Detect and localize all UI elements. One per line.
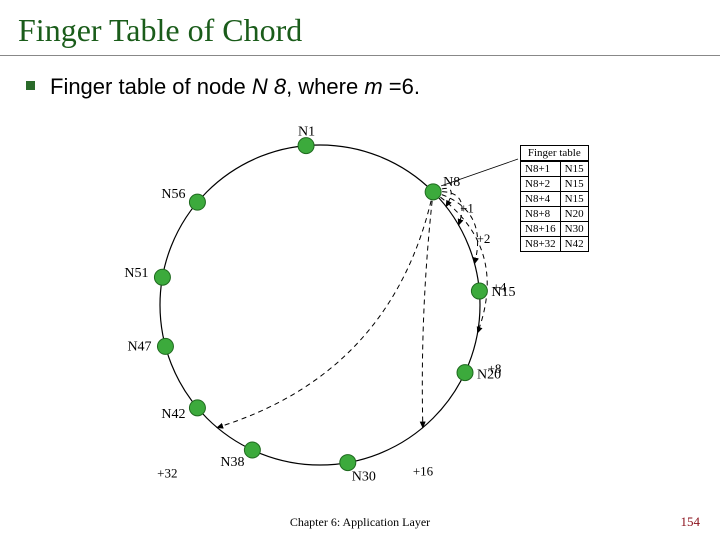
svg-text:N20: N20 <box>477 368 501 383</box>
body-mid: , where <box>286 74 364 99</box>
body-node: N 8 <box>252 74 286 99</box>
page-title: Finger Table of Chord <box>0 0 720 56</box>
svg-text:N30: N30 <box>352 470 376 485</box>
svg-text:N15: N15 <box>491 285 515 300</box>
body-m: m <box>364 74 382 99</box>
svg-text:+2: +2 <box>477 231 491 246</box>
svg-text:N56: N56 <box>161 187 185 202</box>
table-row: N8+2N15 <box>521 177 589 192</box>
page-number: 154 <box>681 514 701 530</box>
table-row: N8+4N15 <box>521 192 589 207</box>
table-row: N8+32N42 <box>521 237 589 252</box>
table-row: N8+1N15 <box>521 162 589 177</box>
finger-table: N8+1N15N8+2N15N8+4N15N8+8N20N8+16N30N8+3… <box>520 161 589 252</box>
body-line: Finger table of node N 8, where m =6. <box>0 56 720 100</box>
finger-table-header: Finger table <box>520 145 589 161</box>
body-suffix: =6. <box>383 74 420 99</box>
chord-diagram: +1+2+4+8+16+32N1N8N15N20N30N38N42N47N51N… <box>90 115 650 495</box>
table-row: N8+16N30 <box>521 222 589 237</box>
svg-text:N1: N1 <box>298 125 315 140</box>
svg-text:+16: +16 <box>413 464 434 479</box>
table-row: N8+8N20 <box>521 207 589 222</box>
body-prefix: Finger table of node <box>50 74 252 99</box>
bullet-icon <box>26 81 35 90</box>
svg-text:N38: N38 <box>220 455 244 470</box>
footer-chapter: Chapter 6: Application Layer <box>0 515 720 530</box>
svg-text:+32: +32 <box>157 466 177 481</box>
svg-text:N47: N47 <box>127 339 151 354</box>
finger-table-box: Finger tableN8+1N15N8+2N15N8+4N15N8+8N20… <box>520 145 589 252</box>
svg-text:N51: N51 <box>124 266 148 281</box>
svg-text:N42: N42 <box>161 407 185 422</box>
